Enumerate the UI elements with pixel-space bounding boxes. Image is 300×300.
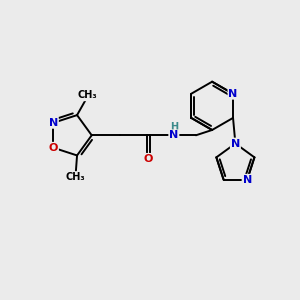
- Text: O: O: [49, 143, 58, 153]
- Text: CH₃: CH₃: [77, 90, 97, 100]
- Text: N: N: [49, 118, 58, 128]
- Text: N: N: [169, 130, 178, 140]
- Text: N: N: [228, 89, 238, 99]
- Text: N: N: [242, 175, 252, 185]
- Text: O: O: [144, 154, 153, 164]
- Text: H: H: [170, 122, 178, 132]
- Text: N: N: [231, 139, 240, 148]
- Text: CH₃: CH₃: [66, 172, 86, 182]
